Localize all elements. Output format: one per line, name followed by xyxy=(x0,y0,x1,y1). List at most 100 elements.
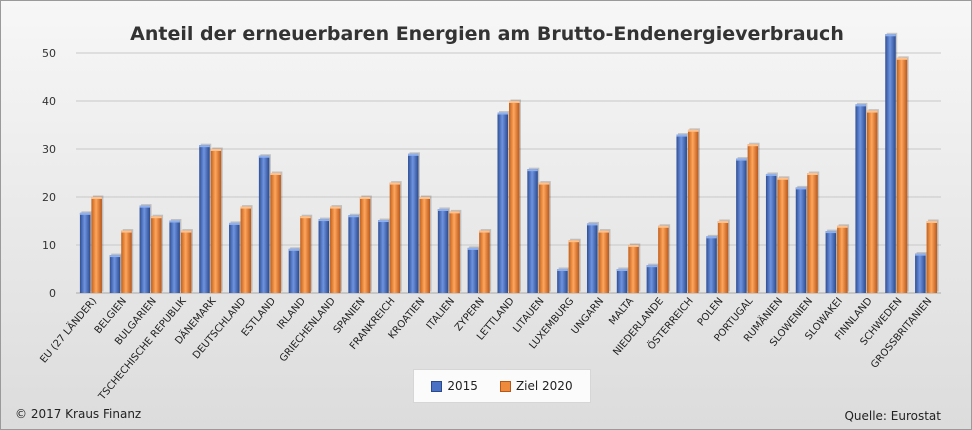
legend-item-ziel-2020: Ziel 2020 xyxy=(499,379,573,393)
bar-cap xyxy=(557,269,568,271)
bar-cap xyxy=(288,248,300,251)
bar-ziel-2020 xyxy=(837,225,848,293)
bar-2015 xyxy=(378,220,389,293)
bar-2015 xyxy=(437,209,449,293)
bar-ziel-2020 xyxy=(479,230,490,293)
bar-2015 xyxy=(467,247,479,293)
bar-2015 xyxy=(348,215,359,293)
copyright-note: © 2017 Kraus Finanz xyxy=(15,407,142,421)
bar-ziel-2020 xyxy=(598,230,609,293)
bar-cap xyxy=(408,153,419,156)
legend-item-2015: 2015 xyxy=(431,379,478,393)
bar-2015 xyxy=(497,112,508,294)
bar-2015 xyxy=(915,253,926,293)
bar-cap xyxy=(706,236,717,239)
bar-ziel-2020 xyxy=(91,197,102,293)
bar-cap xyxy=(586,223,598,226)
bar-ziel-2020 xyxy=(628,245,639,293)
bar-cap xyxy=(348,215,359,218)
bar-cap xyxy=(855,104,866,107)
bar-ziel-2020 xyxy=(121,230,132,293)
bar-ziel-2020 xyxy=(300,216,311,293)
bar-cap xyxy=(497,112,508,115)
bar-ziel-2020 xyxy=(747,144,759,293)
bar-2015 xyxy=(258,155,270,293)
bar-cap xyxy=(646,265,658,268)
bar-2015 xyxy=(706,236,717,293)
bar-2015 xyxy=(885,34,896,293)
bar-ziel-2020 xyxy=(419,197,431,293)
bar-cap xyxy=(300,216,311,219)
bar-2015 xyxy=(646,265,658,293)
bar-cap xyxy=(199,145,210,148)
bar-cap xyxy=(915,253,926,256)
bar-2015 xyxy=(616,269,628,293)
bar-cap xyxy=(568,240,580,243)
bar-2015 xyxy=(676,134,687,293)
bar-cap xyxy=(449,211,460,214)
y-tick-label: 30 xyxy=(42,143,56,156)
bar-cap xyxy=(210,149,222,151)
bar-cap xyxy=(527,169,538,172)
bar-cap xyxy=(359,197,371,199)
bar-ziel-2020 xyxy=(359,197,371,293)
bar-cap xyxy=(687,129,699,132)
bar-2015 xyxy=(109,255,121,293)
bar-ziel-2020 xyxy=(240,206,252,293)
bar-2015 xyxy=(825,231,837,293)
bar-ziel-2020 xyxy=(896,57,908,293)
bar-cap xyxy=(598,230,609,233)
bar-cap xyxy=(330,206,341,209)
bar-ziel-2020 xyxy=(568,240,580,293)
bar-ziel-2020 xyxy=(687,129,699,293)
bar-cap xyxy=(479,230,490,233)
bar-cap xyxy=(437,209,449,211)
x-tick-label: POLEN xyxy=(696,296,726,329)
bar-2015 xyxy=(765,173,777,293)
x-tick-label: GRIECHENLAND xyxy=(278,296,338,365)
bar-ziel-2020 xyxy=(538,182,550,293)
bar-cap xyxy=(109,255,121,258)
chart-title: Anteil der erneuerbaren Energien am Brut… xyxy=(130,23,844,45)
bar-ziel-2020 xyxy=(866,110,878,293)
bar-2015 xyxy=(795,187,807,293)
bar-2015 xyxy=(736,158,747,293)
bar-ziel-2020 xyxy=(389,182,401,293)
bar-2015 xyxy=(586,223,598,293)
bar-cap xyxy=(229,222,240,225)
bar-cap xyxy=(896,57,908,60)
bar-ziel-2020 xyxy=(180,230,192,293)
bar-ziel-2020 xyxy=(449,211,460,293)
bar-cap xyxy=(807,173,818,175)
bar-cap xyxy=(151,216,162,219)
legend-swatch-ziel-2020 xyxy=(499,380,511,392)
bar-cap xyxy=(538,182,550,185)
bar-2015 xyxy=(79,212,91,293)
bar-cap xyxy=(389,182,401,185)
bar-cap xyxy=(747,144,759,147)
bar-ziel-2020 xyxy=(717,221,729,293)
bar-2015 xyxy=(318,219,330,293)
bar-cap xyxy=(658,225,669,228)
bar-ziel-2020 xyxy=(509,101,520,293)
bar-cap xyxy=(825,231,837,234)
x-tick-label: EU (27 LÄNDER) xyxy=(37,295,99,366)
y-tick-label: 10 xyxy=(42,239,56,252)
bar-ziel-2020 xyxy=(658,225,669,293)
bar-cap xyxy=(777,177,788,180)
bar-2015 xyxy=(855,104,866,293)
bar-cap xyxy=(139,205,151,208)
bar-ziel-2020 xyxy=(807,173,818,293)
bar-cap xyxy=(180,230,192,233)
bar-ziel-2020 xyxy=(270,173,281,293)
bar-2015 xyxy=(229,222,240,293)
bar-cap xyxy=(885,34,896,37)
bar-2015 xyxy=(139,205,151,293)
bar-cap xyxy=(837,225,848,228)
chart-legend: 2015 Ziel 2020 xyxy=(413,369,591,403)
bar-cap xyxy=(121,230,132,233)
bar-cap xyxy=(419,197,431,199)
bar-2015 xyxy=(169,220,180,293)
